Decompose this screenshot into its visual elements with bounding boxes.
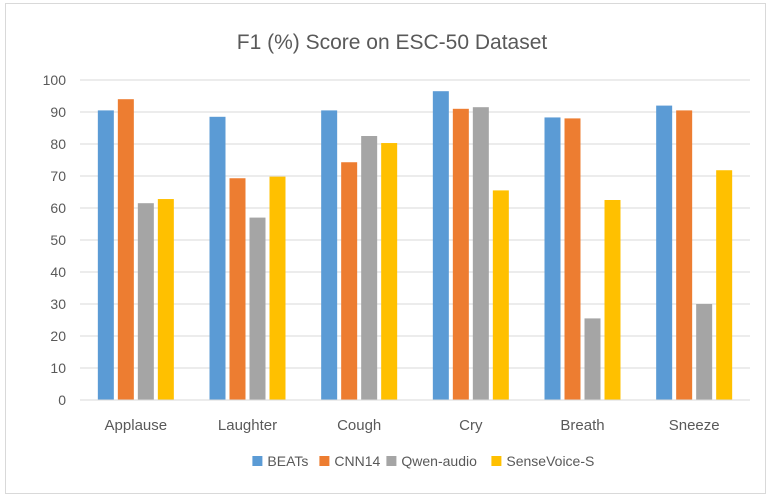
bar-sensevoice-s-laughter <box>269 176 286 400</box>
bar-beats-cry <box>432 91 449 400</box>
bar-qwen-audio-breath <box>584 318 601 400</box>
bar-cnn14-sneeze <box>676 110 693 401</box>
bar-beats-applause <box>97 110 114 401</box>
legend-label-sensevoice-s: SenseVoice-S <box>506 453 594 469</box>
bar-sensevoice-s-breath <box>604 200 621 400</box>
y-tick-label: 90 <box>50 104 66 120</box>
y-tick-label: 30 <box>50 296 66 312</box>
bar-cnn14-laughter <box>229 178 246 400</box>
chart-frame: F1 (%) Score on ESC-50 Dataset 0 10 20 30 40… <box>5 3 766 494</box>
bar-cnn14-breath <box>564 118 581 401</box>
legend-label-qwen-audio: Qwen-audio <box>401 453 477 469</box>
x-tick-label: Applause <box>105 417 168 434</box>
legend-swatch-sensevoice-s <box>491 456 502 466</box>
bar-qwen-audio-applause <box>137 203 154 400</box>
bar-cnn14-cry <box>452 108 469 401</box>
x-axis-tick-labels: Applause Laughter Cough Cry Breath Sneeze <box>105 417 720 434</box>
y-tick-label: 80 <box>50 136 66 152</box>
bars <box>97 91 733 401</box>
legend-swatch-qwen-audio <box>386 456 397 466</box>
gridlines <box>80 79 750 369</box>
bar-qwen-audio-cough <box>361 136 378 400</box>
x-tick-label: Cough <box>337 417 381 434</box>
bar-beats-sneeze <box>656 105 673 400</box>
y-tick-label: 40 <box>50 264 66 280</box>
bar-qwen-audio-sneeze <box>696 304 713 400</box>
bar-chart: F1 (%) Score on ESC-50 Dataset 0 10 20 30 40… <box>43 31 750 469</box>
x-tick-label: Cry <box>459 417 483 434</box>
bar-beats-cough <box>321 110 338 401</box>
legend-label-beats: BEATs <box>267 453 308 469</box>
y-axis-tick-labels: 0 10 20 30 40 50 60 70 80 90 100 <box>43 72 67 408</box>
x-tick-label: Laughter <box>218 417 277 434</box>
legend-swatch-cnn14 <box>319 456 330 466</box>
x-tick-label: Breath <box>560 417 604 434</box>
y-tick-label: 50 <box>50 232 66 248</box>
bar-sensevoice-s-cry <box>492 190 509 400</box>
y-tick-label: 70 <box>50 168 66 184</box>
bar-qwen-audio-cry <box>472 107 489 400</box>
bar-beats-breath <box>544 117 561 400</box>
bar-cnn14-applause <box>117 99 134 400</box>
legend: BEATs CNN14 Qwen-audio SenseVoice-S <box>252 453 594 469</box>
y-tick-label: 10 <box>50 360 66 376</box>
legend-swatch-beats <box>252 456 263 466</box>
bar-sensevoice-s-applause <box>157 199 174 400</box>
chart-title: F1 (%) Score on ESC-50 Dataset <box>237 31 548 54</box>
y-tick-label: 60 <box>50 200 66 216</box>
bar-sensevoice-s-sneeze <box>716 170 733 400</box>
bar-cnn14-cough <box>341 162 358 400</box>
y-tick-label: 20 <box>50 328 66 344</box>
legend-label-cnn14: CNN14 <box>334 453 380 469</box>
bar-beats-laughter <box>209 116 226 401</box>
x-tick-label: Sneeze <box>669 417 720 434</box>
bar-sensevoice-s-cough <box>381 143 398 401</box>
bar-qwen-audio-laughter <box>249 217 266 400</box>
y-tick-label: 0 <box>58 392 66 408</box>
y-tick-label: 100 <box>43 72 67 88</box>
